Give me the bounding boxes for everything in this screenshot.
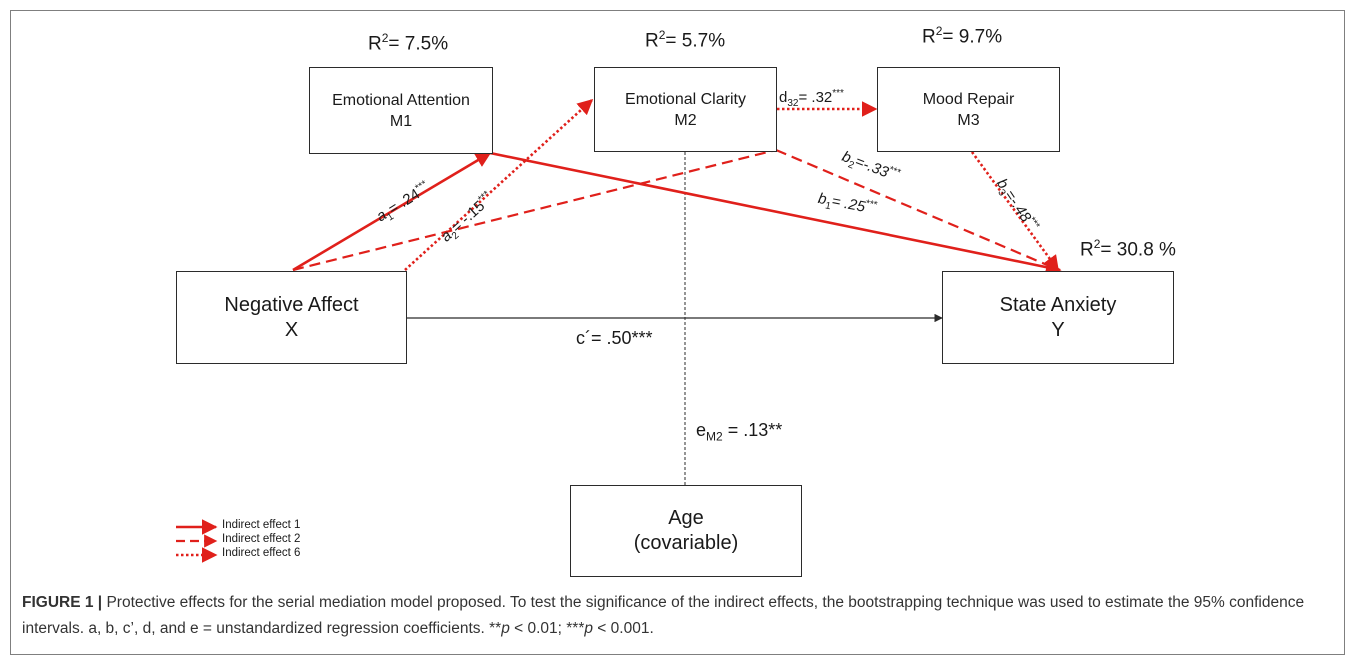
caption-p-1: p [501, 620, 510, 637]
box-x-code: X [284, 318, 299, 341]
coef-d32: d32= .32*** [779, 88, 844, 109]
path-a1 [292, 151, 492, 272]
box-state-anxiety: State Anxiety Y [942, 271, 1174, 364]
box-m1-title: Emotional Attention [332, 91, 470, 109]
coef-c-prime: c´= .50*** [576, 328, 653, 348]
path-b2 [775, 148, 1061, 272]
r2-label-m2: R2= 5.7% [645, 28, 726, 52]
box-y-code: Y [1051, 318, 1065, 341]
box-age: Age (covariable) [570, 485, 802, 577]
box-emotional-clarity: Emotional Clarity M2 [594, 67, 777, 152]
caption-text-1: Protective effects for the serial mediat… [22, 594, 1305, 637]
legend-label-effect-2: Indirect effect 2 [222, 533, 301, 545]
box-m3-code: M3 [957, 111, 980, 129]
box-y-title: State Anxiety [999, 293, 1117, 316]
path-a2-dashed [292, 148, 777, 272]
box-x-title: Negative Affect [224, 293, 359, 316]
path-b3 [970, 151, 1060, 272]
box-emotional-attention: Emotional Attention M1 [309, 67, 493, 154]
figure-caption: FIGURE 1 | Protective effects for the se… [22, 590, 1332, 642]
caption-p-2: p [584, 620, 593, 637]
r2-label-m1: R2= 7.5% [368, 31, 449, 55]
box-m3-title: Mood Repair [922, 90, 1015, 108]
box-m2-title: Emotional Clarity [625, 90, 746, 108]
figure-frame [10, 10, 1345, 655]
caption-text-2: < 0.01; *** [509, 620, 585, 637]
box-negative-affect: Negative Affect X [176, 271, 407, 364]
box-m1-code: M1 [389, 112, 413, 130]
box-m2-code: M2 [674, 111, 697, 129]
path-a2-dotted [404, 98, 594, 271]
legend-label-effect-6: Indirect effect 6 [222, 547, 301, 559]
box-age-title: Age [668, 507, 704, 529]
caption-figure-label: FIGURE 1 | [22, 594, 103, 611]
r2-label-m3: R2= 9.7% [922, 24, 1003, 48]
r2-label-y: R2= 30.8 % [1080, 237, 1176, 261]
box-age-subtitle: (covariable) [633, 532, 739, 554]
box-mood-repair: Mood Repair M3 [877, 67, 1060, 152]
coef-e-m2: eM2 = .13** [696, 420, 783, 444]
caption-text-3: < 0.001. [593, 620, 654, 637]
path-b1 [489, 151, 1062, 275]
legend-label-effect-1: Indirect effect 1 [222, 519, 301, 531]
